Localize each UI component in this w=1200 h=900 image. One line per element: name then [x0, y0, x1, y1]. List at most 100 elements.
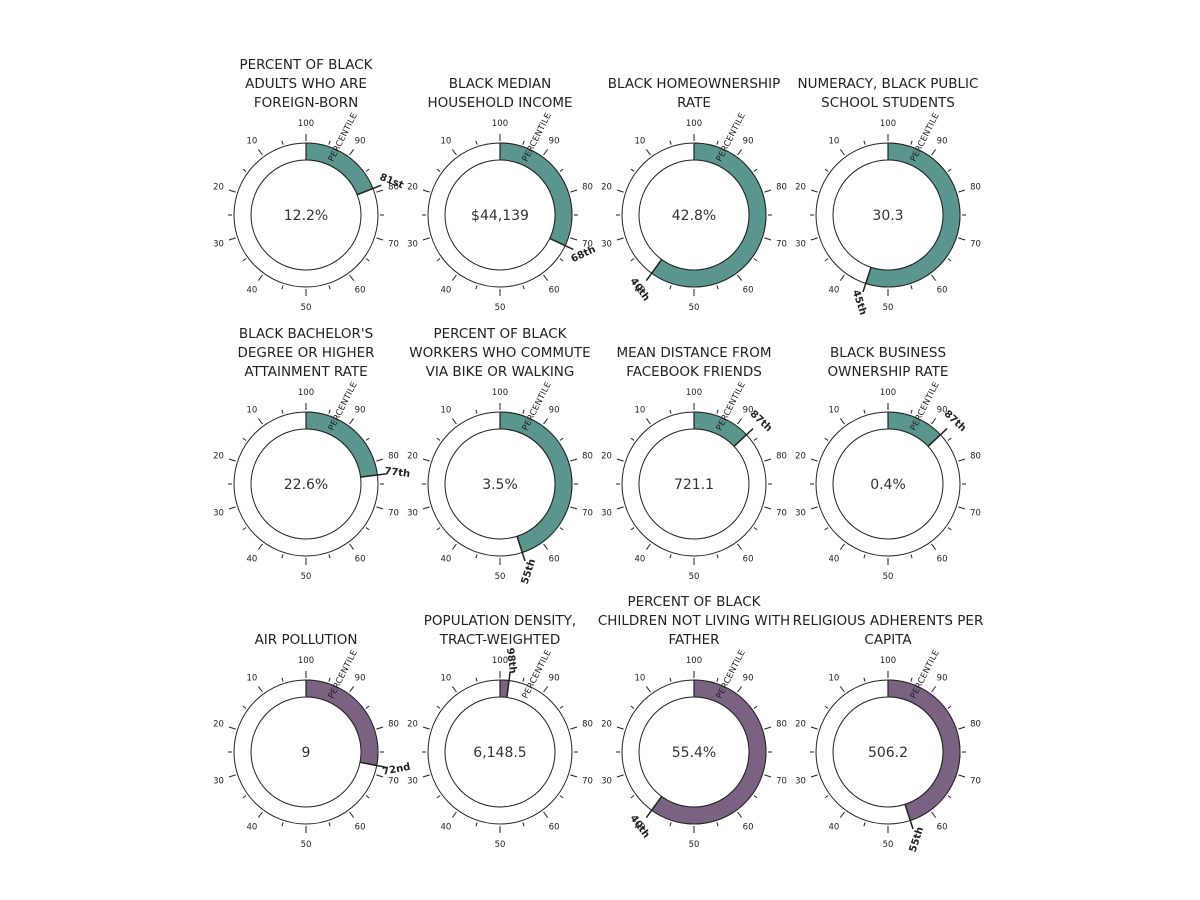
gauge-major-tick: [570, 189, 578, 193]
gauge-minor-tick: [281, 409, 284, 414]
gauge-major-tick: [257, 149, 263, 156]
percentile-marker-line: [359, 761, 386, 768]
gauge-major-tick: [839, 543, 845, 550]
gauge-tick-label: 20: [407, 183, 418, 193]
gauge-title-line: FACEBOOK FRIENDS: [626, 364, 762, 380]
gauge-major-tick: [543, 811, 549, 818]
gauge-tick-label: 30: [795, 508, 806, 518]
gauge-tick-label: 100: [492, 388, 508, 398]
percentile-marker-line: [549, 237, 574, 251]
gauge-title-line: BLACK BUSINESS: [830, 345, 946, 361]
gauge-major-tick: [839, 686, 845, 693]
gauge-minor-tick: [910, 285, 913, 290]
gauge-tick-label: 80: [582, 720, 593, 730]
gauge-tick-label: 60: [355, 822, 366, 832]
gauge-title-line: BLACK HOMEOWNERSHIP: [608, 76, 780, 92]
gauge-tick-label: 40: [441, 822, 452, 832]
gauge-title-line: CAPITA: [864, 632, 912, 648]
gauge-tick-label: 40: [247, 822, 258, 832]
gauge-minor-tick: [753, 795, 758, 799]
gauge-tick-label: 10: [829, 406, 840, 416]
gauge-major-tick: [451, 811, 457, 818]
gauge-tick-label: 10: [829, 137, 840, 147]
gauge-tick-label: 80: [970, 183, 981, 193]
gauge-tick-label: 40: [635, 822, 646, 832]
percentile-marker-label: 55th: [520, 558, 538, 586]
gauge-tick-label: 90: [743, 137, 754, 147]
gauge-major-tick: [645, 543, 651, 550]
gauge-minor-tick: [716, 285, 719, 290]
gauge-tick-label: 80: [776, 452, 787, 462]
gauge-center-value: 3.5%: [482, 477, 518, 493]
gauge-tick-label: 30: [407, 508, 418, 518]
gauge-minor-tick: [281, 554, 284, 559]
gauge-tick-label: 10: [441, 137, 452, 147]
gauge-major-tick: [228, 189, 236, 193]
percentile-marker-label: 55th: [908, 826, 926, 854]
gauge-minor-tick: [281, 285, 284, 290]
gauge-tick-label: 30: [795, 776, 806, 786]
gauge-major-tick: [810, 237, 818, 241]
gauge-minor-tick: [863, 409, 866, 414]
gauge-major-tick: [931, 543, 937, 550]
gauge-minor-tick: [753, 258, 758, 262]
gauge-minor-tick: [522, 677, 525, 682]
gauge-minor-tick: [910, 140, 913, 145]
gauge-minor-tick: [863, 822, 866, 827]
gauge-minor-tick: [753, 168, 758, 172]
gauge-tick-label: 100: [686, 388, 702, 398]
gauge-title-line: TRACT-WEIGHTED: [439, 632, 560, 648]
gauge-minor-tick: [281, 822, 284, 827]
percentile-marker-label: 77th: [384, 466, 411, 480]
gauge-10: POPULATION DENSITY, TRACT-WEIGHTED 100 10 20…: [407, 613, 593, 850]
percentile-marker-line: [733, 428, 754, 447]
gauge-title-line: HOUSEHOLD INCOME: [427, 95, 572, 111]
gauge-major-tick: [451, 418, 457, 425]
gauge-title-line: DEGREE OR HIGHER: [237, 345, 374, 361]
gauge-major-tick: [257, 686, 263, 693]
gauge-major-tick: [764, 726, 772, 730]
gauge-tick-label: 50: [689, 303, 700, 313]
percentile-marker-line: [356, 184, 382, 196]
gauge-minor-tick: [753, 437, 758, 441]
gauge-minor-tick: [630, 795, 635, 799]
gauge-tick-label: 50: [495, 572, 506, 582]
gauge-minor-tick: [559, 527, 564, 531]
gauge-major-tick: [422, 189, 430, 193]
gauge-minor-tick: [242, 795, 247, 799]
gauge-major-tick: [810, 726, 818, 730]
gauge-minor-tick: [436, 705, 441, 709]
gauge-tick-label: 100: [686, 119, 702, 129]
gauge-major-tick: [349, 274, 355, 281]
gauge-major-tick: [737, 543, 743, 550]
gauge-minor-tick: [630, 705, 635, 709]
gauge-major-tick: [810, 189, 818, 193]
gauge-tick-label: 60: [355, 554, 366, 564]
gauge-minor-tick: [475, 554, 478, 559]
gauge-tick-label: 90: [549, 406, 560, 416]
gauge-tick-label: 100: [298, 656, 314, 666]
gauge-tick-label: 90: [743, 406, 754, 416]
gauge-center-value: 55.4%: [672, 745, 716, 761]
gauge-tick-label: 90: [743, 674, 754, 684]
gauge-center-value: $44,139: [471, 208, 529, 224]
gauge-major-tick: [958, 189, 966, 193]
gauge-tick-label: 20: [213, 720, 224, 730]
gauge-tick-label: 90: [355, 406, 366, 416]
gauge-center-value: 22.6%: [284, 477, 328, 493]
gauge-major-tick: [737, 149, 743, 156]
gauge-title-line: OWNERSHIP RATE: [828, 364, 949, 380]
gauge-minor-tick: [824, 705, 829, 709]
gauge-minor-tick: [522, 140, 525, 145]
gauge-minor-tick: [630, 527, 635, 531]
gauge-tick-label: 20: [213, 183, 224, 193]
gauge-7: MEAN DISTANCE FROM FACEBOOK FRIENDS 100 10 2…: [601, 345, 787, 582]
gauge-minor-tick: [669, 677, 672, 682]
gauge-tick-label: 80: [970, 452, 981, 462]
gauge-major-tick: [958, 726, 966, 730]
gauge-major-tick: [839, 811, 845, 818]
gauge-2: BLACK MEDIAN HOUSEHOLD INCOME 100 10 20 30 40 5…: [407, 76, 597, 313]
gauge-tick-label: 90: [355, 137, 366, 147]
gauge-tick-label: 30: [213, 508, 224, 518]
gauge-tick-label: 80: [776, 720, 787, 730]
